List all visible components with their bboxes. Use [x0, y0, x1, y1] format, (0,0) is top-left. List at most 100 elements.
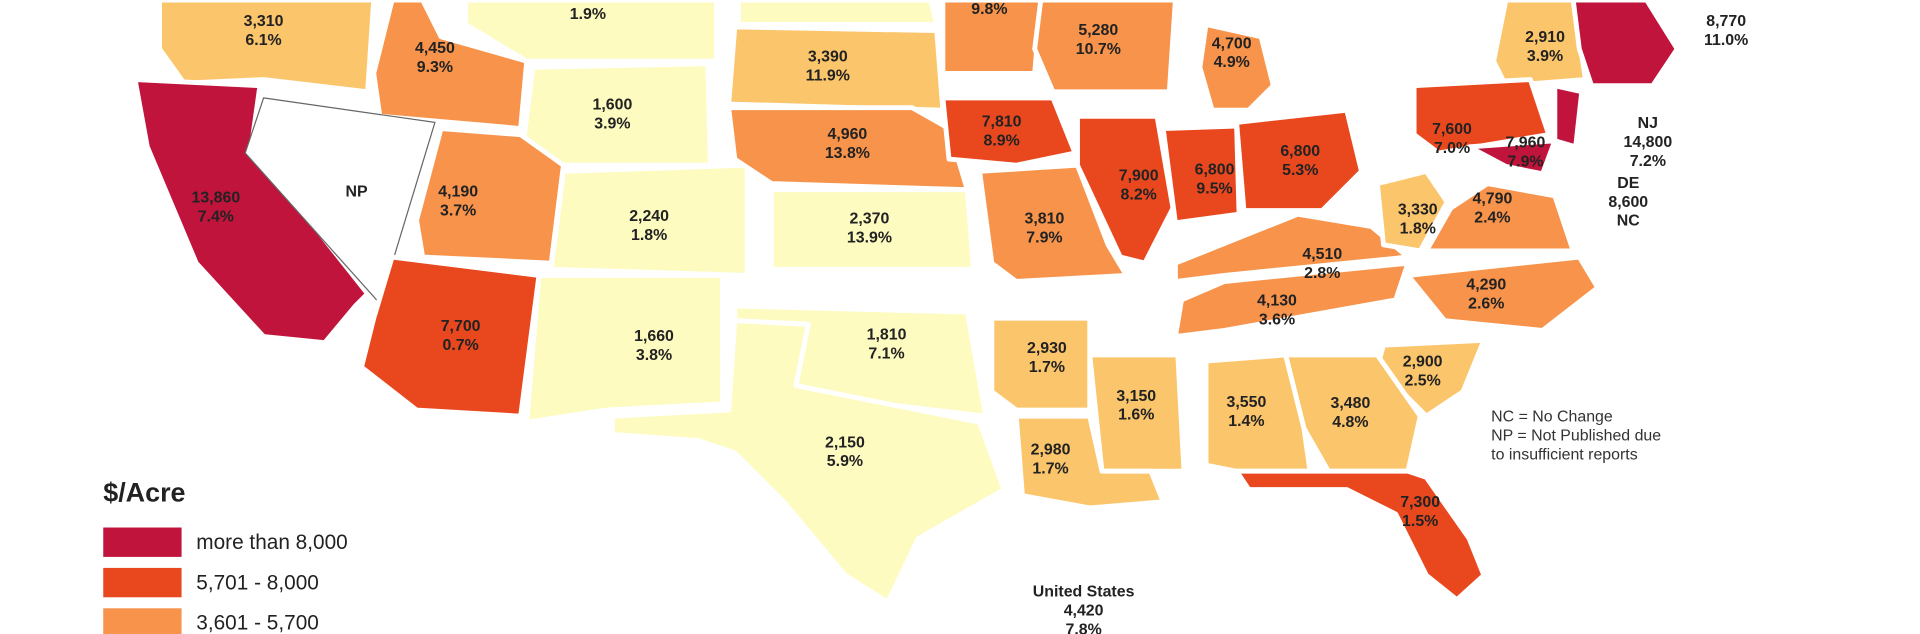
state — [1013, 413, 1166, 511]
state-label: 8,600 — [1608, 194, 1648, 211]
state — [769, 187, 976, 272]
state-label: 7.8% — [1065, 622, 1101, 634]
state — [548, 162, 750, 278]
state-label: 1.7% — [1032, 461, 1068, 478]
state-label: 1,600 — [592, 96, 632, 113]
state-label: 11.0% — [1704, 32, 1748, 49]
state — [463, 0, 719, 64]
legend: $/Acre more than 8,000 5,701 - 8,000 3,601… — [103, 478, 348, 634]
state-label: 3,810 — [1025, 210, 1065, 227]
state-label: 1,660 — [634, 328, 674, 345]
state-label: 1.5% — [1402, 513, 1438, 530]
state-label: 10.7% — [1076, 41, 1121, 58]
state-label: 13.8% — [825, 145, 870, 162]
state-label: 6.1% — [245, 32, 281, 49]
state — [1087, 352, 1187, 474]
state-label: 4,790 — [1473, 191, 1513, 208]
state-label: 4,450 — [415, 40, 455, 57]
state — [609, 318, 1007, 605]
state-label: 4.8% — [1332, 414, 1368, 431]
state — [1197, 22, 1276, 113]
state-label: 7.9% — [1507, 153, 1543, 170]
state — [989, 315, 1093, 413]
state-labels: 1.9% 3,310 6.1% 4,450 9.3% 9.8% 5,280 10.7% 4,70… — [192, 1, 1749, 634]
note: NP = Not Published due — [1491, 428, 1661, 445]
state-label: 13,860 — [192, 189, 241, 206]
state-label: 7.4% — [198, 208, 234, 225]
state-label: 1.9% — [570, 6, 606, 23]
state — [1570, 0, 1680, 89]
state — [132, 77, 371, 346]
state-label: 3,330 — [1398, 202, 1438, 219]
state-label: 3,480 — [1331, 395, 1371, 412]
legend-swatch — [103, 608, 182, 634]
state-label: 7,810 — [982, 114, 1022, 131]
state-label: 7.0% — [1434, 140, 1470, 157]
state-label: 9.3% — [417, 59, 453, 76]
state-label: 1.4% — [1228, 413, 1264, 430]
state-label: 8.9% — [983, 133, 1019, 150]
state-label: 4,700 — [1212, 35, 1252, 52]
state-label: 1.8% — [631, 227, 667, 244]
state-label: NJ — [1638, 115, 1658, 132]
note: to insufficient reports — [1491, 447, 1638, 464]
state-label: 3.9% — [1527, 48, 1563, 65]
state-label: 3.8% — [636, 347, 672, 364]
state-label: 5.3% — [1282, 162, 1318, 179]
state-label: 1.8% — [1400, 221, 1436, 238]
state-label: 3,550 — [1226, 394, 1266, 411]
state-label: 14,800 — [1624, 134, 1673, 151]
state-label: 2,930 — [1027, 340, 1067, 357]
state — [1234, 107, 1364, 213]
state — [1466, 138, 1558, 177]
state-label: 9.5% — [1196, 180, 1232, 197]
legend-swatch — [103, 567, 182, 598]
state — [1234, 468, 1487, 603]
note: NC = No Change — [1491, 409, 1613, 426]
state-label: 8.2% — [1121, 186, 1157, 203]
state — [1491, 0, 1588, 89]
state-label: 7.2% — [1630, 153, 1666, 170]
legend-label: 5,701 - 8,000 — [196, 571, 319, 594]
state-label: 2.4% — [1474, 210, 1510, 227]
state-label: 1.6% — [1118, 407, 1154, 424]
state-label: 2,150 — [825, 434, 865, 451]
state-label: 7,960 — [1506, 134, 1546, 151]
state-label: 2,980 — [1031, 442, 1071, 459]
state-label: 3.6% — [1259, 311, 1295, 328]
state-label: 5,280 — [1078, 22, 1118, 39]
state — [371, 0, 530, 131]
state-label: 6,800 — [1195, 161, 1235, 178]
state-label: NC — [1617, 213, 1640, 230]
state — [157, 0, 377, 95]
state — [1032, 0, 1178, 95]
state — [1423, 181, 1576, 254]
state-label: 6,800 — [1280, 143, 1320, 160]
state-label: 2,370 — [850, 210, 890, 227]
notes: NC = No Change NP = Not Published due to i… — [1491, 409, 1661, 464]
state — [1552, 83, 1585, 150]
state — [524, 272, 726, 425]
legend-swatch — [103, 527, 182, 557]
state-label: 4,190 — [438, 183, 478, 200]
state — [1374, 168, 1450, 254]
state-label: 7,600 — [1432, 121, 1472, 138]
state-label: 2,240 — [629, 208, 669, 225]
state-label: 1.7% — [1029, 359, 1065, 376]
state-label: 0.7% — [443, 337, 479, 354]
state-label: 11.9% — [806, 68, 850, 85]
state-label: 2.5% — [1405, 372, 1441, 389]
state — [736, 0, 940, 27]
state-label: 2.8% — [1304, 265, 1340, 282]
state-label: 3.9% — [594, 115, 630, 132]
state-label: 7,300 — [1400, 494, 1440, 511]
state — [1172, 211, 1411, 284]
state-label: 2,900 — [1403, 353, 1443, 370]
state-label: United States — [1033, 584, 1135, 601]
state-label: 7.1% — [868, 346, 904, 363]
state-label: 2,910 — [1525, 29, 1565, 46]
state-label: 8,770 — [1706, 13, 1746, 30]
state-label: 7,700 — [441, 318, 481, 335]
state-label: 4.9% — [1214, 54, 1250, 71]
